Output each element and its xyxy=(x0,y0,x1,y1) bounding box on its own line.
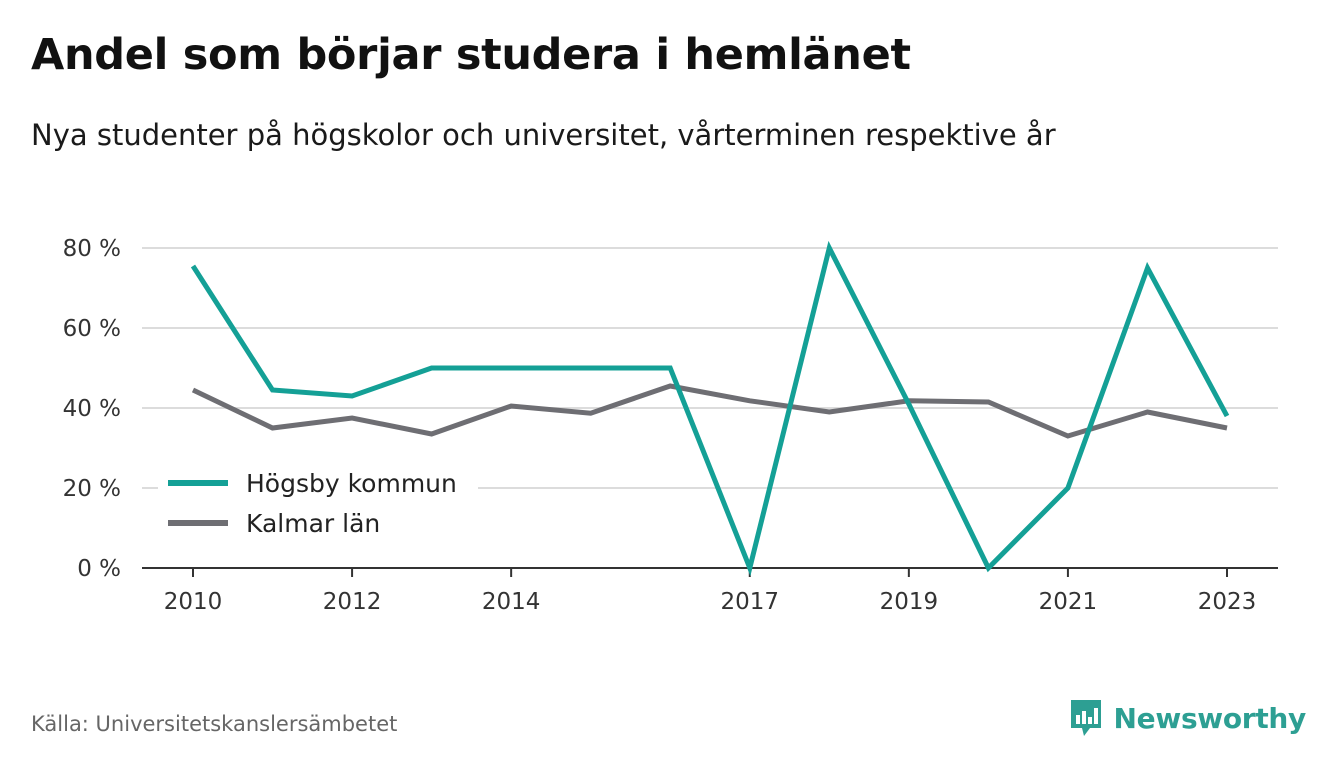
brand-logo[interactable]: Newsworthy xyxy=(1068,697,1306,739)
y-tick-label: 20 % xyxy=(63,476,121,502)
x-tick-label: 2019 xyxy=(880,589,939,615)
legend-label: Kalmar län xyxy=(246,509,380,538)
legend-label: Högsby kommun xyxy=(246,469,457,498)
y-tick-label: 60 % xyxy=(63,316,121,342)
newsworthy-logo-icon xyxy=(1070,700,1101,736)
series-lines xyxy=(190,240,1230,577)
x-tick-label: 2010 xyxy=(164,589,223,615)
legend: Högsby kommun Kalmar län xyxy=(158,458,478,550)
y-tick-label: 40 % xyxy=(63,396,121,422)
x-tick-label: 2012 xyxy=(323,589,382,615)
legend-background xyxy=(158,458,478,550)
x-tick-label: 2023 xyxy=(1198,589,1257,615)
source-note: Källa: Universitetskanslersämbetet xyxy=(31,712,398,736)
brand-name: Newsworthy xyxy=(1113,701,1307,735)
y-axis-ticks: 0 % 20 % 40 % 60 % 80 % xyxy=(63,236,121,582)
series-line xyxy=(190,240,1230,577)
x-tick-label: 2017 xyxy=(720,589,779,615)
chart-subtitle: Nya studenter på högskolor och universit… xyxy=(31,118,1056,152)
x-tick-label: 2014 xyxy=(482,589,541,615)
x-axis-ticks: 2010 2012 2014 2017 2019 2021 2023 xyxy=(164,568,1257,615)
y-tick-label: 0 % xyxy=(77,556,121,582)
x-tick-label: 2021 xyxy=(1039,589,1098,615)
series-line xyxy=(191,383,1228,439)
chart-title: Andel som börjar studera i hemlänet xyxy=(31,30,911,80)
y-tick-label: 80 % xyxy=(63,236,121,262)
